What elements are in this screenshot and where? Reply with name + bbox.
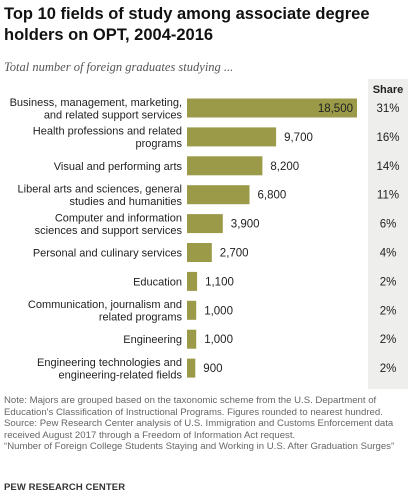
share-column-background xyxy=(368,79,408,389)
value-label: 1,000 xyxy=(204,305,233,317)
share-label: 14% xyxy=(376,161,399,173)
bar-chart: Business, management, marketing, and rela… xyxy=(10,97,400,382)
category-label: Computer and information sciences and sup… xyxy=(35,212,183,237)
note-line: received August 2017 through a Freedom o… xyxy=(4,429,296,441)
share-column-header: Share xyxy=(372,84,404,96)
share-label: 2% xyxy=(380,334,397,346)
value-label: 18,500 xyxy=(318,103,353,115)
bar xyxy=(187,98,357,118)
bar xyxy=(187,214,223,234)
bar xyxy=(187,156,263,176)
category-label: Personal and culinary services xyxy=(33,248,183,260)
value-label: 8,200 xyxy=(270,161,299,173)
note-line: Source: Pew Research Center analysis of … xyxy=(4,418,394,430)
bar xyxy=(187,271,198,291)
share-label: 2% xyxy=(380,276,397,288)
category-label: Engineering xyxy=(123,334,182,346)
share-label: 31% xyxy=(376,103,399,115)
share-label: 11% xyxy=(377,190,399,202)
brand-logo-text: PEW RESEARCH CENTER xyxy=(4,482,126,493)
note-line: Education's Classification of Instructio… xyxy=(4,406,383,418)
bar xyxy=(187,358,196,378)
value-label: 2,700 xyxy=(220,248,249,260)
category-label: Business, management, marketing, and rela… xyxy=(10,97,183,122)
category-label: Visual and performing arts xyxy=(54,161,183,173)
chart-notes: Note: Majors are grouped based on the ta… xyxy=(4,395,414,453)
bar xyxy=(187,329,197,349)
bar xyxy=(187,127,277,147)
note-line: “Number of Foreign College Students Stay… xyxy=(4,441,395,453)
category-label: Liberal arts and sciences, general studie… xyxy=(18,183,183,208)
share-label: 6% xyxy=(380,219,397,231)
category-label: Health professions and related programs xyxy=(33,126,183,151)
category-label: Engineering technologies and engineering-… xyxy=(37,357,182,382)
chart-title: Top 10 fields of study among associate d… xyxy=(4,5,370,44)
category-label: Education xyxy=(133,276,182,288)
value-label: 1,000 xyxy=(204,334,233,346)
share-label: 16% xyxy=(376,132,399,144)
value-label: 6,800 xyxy=(258,190,287,202)
share-label: 2% xyxy=(380,363,397,375)
bar xyxy=(187,300,197,320)
category-label: Communication, journalism and related pro… xyxy=(28,299,183,324)
value-label: 900 xyxy=(203,363,222,375)
note-line: Note: Majors are grouped based on the ta… xyxy=(4,395,377,406)
value-label: 1,100 xyxy=(205,276,234,288)
value-label: 3,900 xyxy=(231,219,260,231)
chart-subtitle: Total number of foreign graduates studyi… xyxy=(4,60,234,74)
bar xyxy=(187,243,212,262)
share-label: 2% xyxy=(380,305,397,317)
bar xyxy=(187,185,250,205)
value-label: 9,700 xyxy=(284,132,313,144)
share-label: 4% xyxy=(380,248,397,260)
